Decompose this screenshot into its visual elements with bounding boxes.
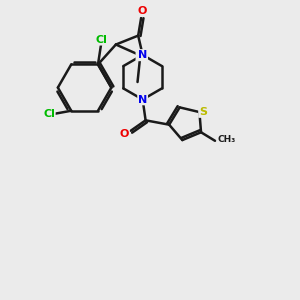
Text: N: N bbox=[138, 94, 147, 104]
Text: O: O bbox=[119, 129, 129, 139]
Text: N: N bbox=[138, 50, 147, 60]
Text: S: S bbox=[136, 50, 144, 60]
Text: CH₃: CH₃ bbox=[218, 135, 236, 144]
Text: Cl: Cl bbox=[95, 35, 107, 45]
Text: S: S bbox=[199, 107, 207, 117]
Text: O: O bbox=[138, 6, 147, 16]
Text: Cl: Cl bbox=[43, 109, 55, 119]
